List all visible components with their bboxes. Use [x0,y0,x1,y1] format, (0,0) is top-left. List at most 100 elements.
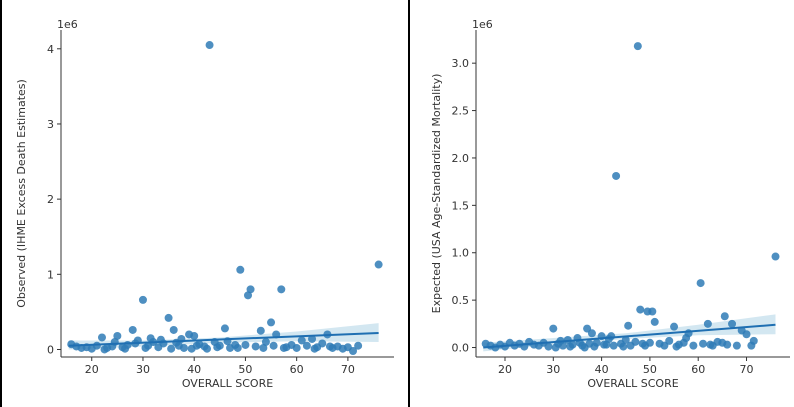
y-tick-label: 0.0 [452,342,470,355]
data-point [338,344,347,353]
y-tick-label: 2.0 [452,152,470,165]
data-point [354,341,363,350]
data-point [747,341,756,350]
x-tick-label: 60 [290,363,304,376]
data-point [374,260,383,269]
y-tick-label: 0.5 [452,294,470,307]
data-point [699,339,708,348]
x-tick-label: 20 [498,363,512,376]
data-point [732,341,741,350]
data-point [544,342,553,351]
data-point [297,336,306,345]
data-point [205,41,214,50]
data-point [609,341,618,350]
data-point [310,344,319,353]
data-point [621,335,630,344]
data-point [587,329,596,338]
expected-scatter-chart: 20 30 40 50 60 70 0.0 0.5 1.0 1.5 2.0 2.5 3.0 1e6 OVER… [430,18,790,390]
data-point [689,341,698,350]
x-tick-label: 20 [85,363,99,376]
regression-line [483,323,776,349]
data-point [236,265,245,274]
data-point [292,343,301,352]
data-point [233,343,242,352]
data-point [349,346,358,355]
data-point [92,341,101,350]
data-point [633,42,642,51]
data-point [203,344,212,353]
data-point [121,344,130,353]
y-tick-label: 2.5 [452,105,470,118]
data-point [551,343,560,352]
data-point [650,317,659,326]
x-tick-label: 70 [740,363,754,376]
y-tick-label: 1.0 [452,247,470,260]
data-point [604,334,613,343]
y-offset-label: 1e6 [472,18,493,31]
data-point [113,331,122,340]
x-axis-label: OVERALL SCORE [587,377,678,390]
y-axis-label: Observed (IHME Excess Death Estimates) [15,79,28,308]
data-point [179,343,188,352]
data-point [192,341,201,350]
data-point [672,342,681,351]
data-point [720,312,729,321]
data-point [279,343,288,352]
data-point [590,342,599,351]
data-point [771,252,780,261]
data-point [696,279,705,288]
data-point [302,341,311,350]
data-point [251,342,260,351]
data-point [243,291,252,300]
y-tick-label: 0 [47,343,54,356]
data-point [128,325,137,334]
data-point [631,337,640,346]
data-point [190,331,199,340]
data-point [670,322,679,331]
data-point [167,344,176,353]
data-point [706,340,715,349]
right-chart-panel: 20 30 40 50 60 70 0.0 0.5 1.0 1.5 2.0 2.5 3.0 1e6 OVER… [410,0,794,407]
data-point [703,319,712,328]
regression-line [68,331,379,347]
data-point [624,321,633,330]
y-tick-label: 3 [47,118,54,131]
data-point [665,336,674,345]
data-point [682,334,691,343]
data-point [141,343,150,352]
y-tick-label: 3.0 [452,57,470,70]
y-tick-label: 1.5 [452,199,470,212]
x-tick-label: 30 [546,363,560,376]
data-point [138,295,147,304]
data-point [100,345,109,354]
x-tick-label: 50 [643,363,657,376]
data-point [612,171,621,180]
data-point [259,343,268,352]
data-point [213,343,222,352]
data-point [269,341,278,350]
left-chart-panel: 20 30 40 50 60 70 0 1 2 3 4 1e6 OVERALL SCORE Observe… [0,0,410,407]
data-point [97,333,106,342]
data-point [549,324,558,333]
y-offset-label: 1e6 [57,18,78,31]
data-point [619,342,628,351]
data-point [566,342,575,351]
y-axis-label: Expected (USA Age-Standardized Mortality… [430,74,443,314]
data-point [308,334,317,343]
data-point [325,342,334,351]
data-point [241,340,250,349]
data-point [718,338,727,347]
data-point [146,334,155,343]
y-tick-label: 1 [47,268,54,281]
x-tick-label: 50 [238,363,252,376]
data-point [648,307,657,316]
y-tick-label: 2 [47,193,54,206]
x-tick-label: 70 [341,363,355,376]
data-point [220,324,229,333]
x-tick-label: 40 [187,363,201,376]
data-point [600,340,609,349]
data-point [256,326,265,335]
data-point [246,285,255,294]
data-point [277,285,286,294]
